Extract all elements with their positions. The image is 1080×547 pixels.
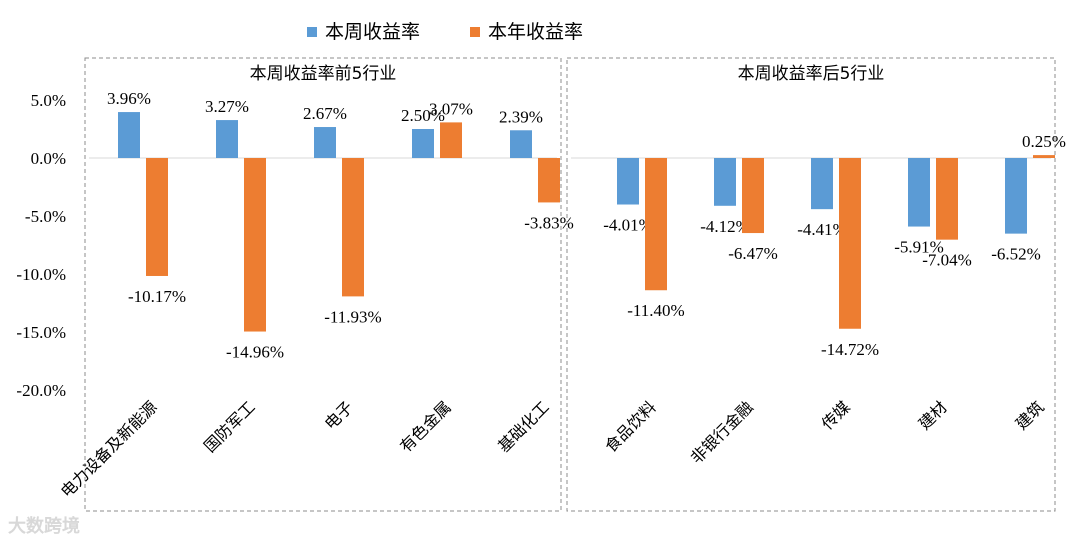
- y-tick-label: -10.0%: [16, 265, 66, 284]
- weekly-bar: [216, 120, 238, 158]
- category-label: 非银行金融: [687, 397, 757, 467]
- panel-title: 本周收益率前5行业: [250, 64, 397, 84]
- weekly-bar: [510, 130, 532, 158]
- category-label: 国防军工: [200, 397, 259, 456]
- category-label: 建筑: [1012, 397, 1048, 433]
- chart-panels: 本周收益率前5行业 3.96% -10.17% 电力设备及新能源 3.27% -14.96…: [57, 57, 1066, 512]
- category-label: 有色金属: [396, 397, 455, 456]
- data-label: -4.01%: [603, 216, 653, 235]
- data-label: -6.47%: [728, 244, 778, 263]
- data-label: -10.17%: [128, 287, 186, 306]
- legend-swatch: [307, 27, 317, 37]
- category-label: 传媒: [818, 397, 854, 433]
- yearly-bar: [645, 158, 667, 291]
- data-label: 3.27%: [205, 97, 249, 116]
- panel: 本周收益率前5行业 3.96% -10.17% 电力设备及新能源 3.27% -14.96…: [57, 57, 574, 512]
- yearly-bar: [1033, 155, 1055, 158]
- data-label: -14.72%: [821, 340, 879, 359]
- panel: 本周收益率后5行业 -4.01% -11.40% 食品饮料 -4.12% -6.47% 非银…: [566, 57, 1066, 512]
- yearly-bar: [244, 158, 266, 332]
- yearly-bar: [538, 158, 560, 203]
- yearly-bar: [440, 122, 462, 158]
- panel-border: [84, 57, 562, 512]
- data-label: -11.40%: [627, 301, 684, 320]
- watermark-text: 大数跨境: [8, 516, 80, 537]
- data-label: 2.50%: [401, 106, 445, 125]
- data-label: 3.07%: [429, 99, 473, 118]
- data-label: 2.39%: [499, 107, 543, 126]
- data-label: -3.83%: [524, 213, 574, 232]
- yearly-bar: [342, 158, 364, 297]
- data-label: -7.04%: [922, 251, 972, 270]
- yearly-bar: [146, 158, 168, 276]
- legend-swatch: [470, 27, 480, 37]
- data-label: 3.96%: [107, 89, 151, 108]
- legend-label: 本周收益率: [325, 21, 420, 43]
- weekly-bar: [1005, 158, 1027, 234]
- legend-label: 本年收益率: [488, 21, 583, 43]
- yearly-bar: [742, 158, 764, 234]
- weekly-bar: [714, 158, 736, 206]
- y-tick-label: 5.0%: [31, 91, 66, 110]
- data-label: -5.91%: [894, 238, 944, 257]
- weekly-bar: [314, 127, 336, 158]
- data-label: -4.12%: [700, 217, 750, 236]
- y-tick-label: -15.0%: [16, 323, 66, 342]
- data-label: -6.52%: [991, 245, 1041, 264]
- category-label: 食品饮料: [601, 397, 660, 456]
- weekly-bar: [118, 112, 140, 158]
- data-label: -11.93%: [324, 307, 381, 326]
- data-label: 2.67%: [303, 104, 347, 123]
- weekly-bar: [908, 158, 930, 227]
- yearly-bar: [839, 158, 861, 329]
- data-label: -14.96%: [226, 343, 284, 362]
- y-tick-label: -20.0%: [16, 381, 66, 400]
- category-label: 基础化工: [494, 397, 553, 456]
- data-label: 0.25%: [1022, 132, 1066, 151]
- category-label: 电子: [321, 397, 357, 433]
- legend: 本周收益率 本年收益率: [307, 21, 583, 43]
- weekly-bar: [811, 158, 833, 210]
- weekly-bar: [412, 129, 434, 158]
- category-label: 电力设备及新能源: [57, 397, 161, 501]
- panel-title: 本周收益率后5行业: [738, 64, 885, 84]
- yearly-bar: [936, 158, 958, 240]
- panel-border: [566, 57, 1056, 512]
- y-axis: 5.0% 0.0% -5.0% -10.0% -15.0% -20.0%: [16, 91, 66, 400]
- data-label: -4.41%: [797, 220, 847, 239]
- y-tick-label: 0.0%: [31, 149, 66, 168]
- weekly-bar: [617, 158, 639, 205]
- category-label: 建材: [915, 397, 951, 433]
- y-tick-label: -5.0%: [25, 207, 66, 226]
